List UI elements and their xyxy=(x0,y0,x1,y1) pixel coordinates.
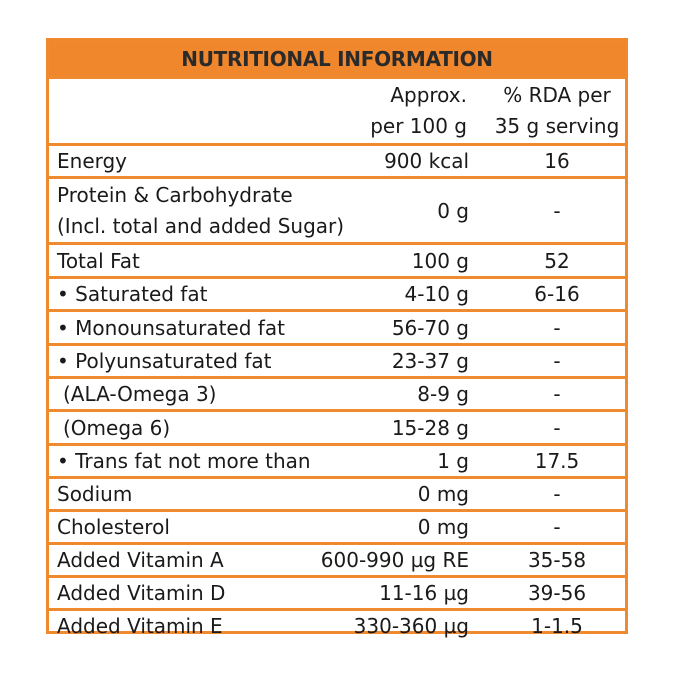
header-per-100g: Approx. per 100 g xyxy=(329,79,477,143)
row-rda: - xyxy=(553,198,561,223)
row-label-line1: Protein & Carbohydrate xyxy=(57,182,293,207)
row-label: • Polyunsaturated fat xyxy=(57,349,272,373)
row-value: 330-360 µg xyxy=(353,614,469,638)
row-value: 1 g xyxy=(437,449,469,473)
row-rda: 52 xyxy=(544,248,570,273)
row-label: Total Fat xyxy=(57,248,140,273)
row-value: 0 mg xyxy=(417,515,469,539)
header-rda: % RDA per 35 g serving xyxy=(477,79,625,143)
row-rda: 35-58 xyxy=(527,548,587,572)
row-rda: 1-1.5 xyxy=(531,614,583,638)
row-label: Sodium xyxy=(57,482,133,506)
row-value: 100 g xyxy=(411,248,469,273)
row-rda: - xyxy=(553,515,561,539)
row-rda: - xyxy=(553,349,561,373)
table-row: • Monounsaturated fat 56-70 g - xyxy=(49,309,625,343)
header-blank-cell xyxy=(49,79,329,143)
table-row: (ALA-Omega 3) 8-9 g - xyxy=(49,376,625,409)
row-value: 4-10 g xyxy=(404,282,469,306)
row-label: • Trans fat not more than xyxy=(57,449,311,473)
row-value: 56-70 g xyxy=(391,315,469,340)
table-row: • Trans fat not more than 1 g 17.5 xyxy=(49,443,625,476)
table-row: • Saturated fat 4-10 g 6-16 xyxy=(49,276,625,309)
table-row: Total Fat 100 g 52 xyxy=(49,242,625,276)
row-rda: 6-16 xyxy=(534,282,580,306)
row-rda: 17.5 xyxy=(534,449,580,473)
row-label: • Monounsaturated fat xyxy=(57,315,285,340)
table-row: Energy 900 kcal 16 xyxy=(49,143,625,176)
table-row: • Polyunsaturated fat 23-37 g - xyxy=(49,343,625,376)
row-label: Added Vitamin E xyxy=(57,614,223,638)
row-label: (ALA-Omega 3) xyxy=(63,382,217,406)
row-value: 8-9 g xyxy=(417,382,469,406)
header-rda-line1: % RDA per xyxy=(503,83,611,107)
row-rda: - xyxy=(553,315,561,340)
nutrition-table: NUTRITIONAL INFORMATION Approx. per 100 … xyxy=(46,38,628,638)
row-rda: 39-56 xyxy=(527,581,587,605)
row-value: 600-990 µg RE xyxy=(320,548,469,572)
table-row: Protein & Carbohydrate (Incl. total and … xyxy=(49,176,625,242)
header-row: Approx. per 100 g % RDA per 35 g serving xyxy=(49,76,625,143)
row-value: 15-28 g xyxy=(391,415,469,440)
row-label: Cholesterol xyxy=(57,515,170,539)
row-value: 900 kcal xyxy=(384,149,469,173)
header-rda-line2: 35 g serving xyxy=(494,114,620,138)
header-per-100g-line2: per 100 g xyxy=(370,114,467,138)
table-title: NUTRITIONAL INFORMATION xyxy=(49,41,625,76)
row-value: 11-16 µg xyxy=(379,581,469,605)
row-label: Added Vitamin D xyxy=(57,581,226,605)
row-rda: - xyxy=(553,382,561,406)
table-row: Cholesterol 0 mg - xyxy=(49,509,625,542)
header-per-100g-line1: Approx. xyxy=(390,83,467,107)
table-row: (Omega 6) 15-28 g - xyxy=(49,409,625,443)
row-label: Added Vitamin A xyxy=(57,548,224,572)
row-rda: - xyxy=(553,482,561,506)
table-row: Added Vitamin D 11-16 µg 39-56 xyxy=(49,575,625,608)
row-value: 0 g xyxy=(437,198,469,223)
row-rda: - xyxy=(553,415,561,440)
table-row: Added Vitamin A 600-990 µg RE 35-58 xyxy=(49,542,625,575)
row-label: • Saturated fat xyxy=(57,282,208,306)
row-rda: 16 xyxy=(544,149,570,173)
table-row: Sodium 0 mg - xyxy=(49,476,625,509)
row-value: 23-37 g xyxy=(391,349,469,373)
table-row: Added Vitamin E 330-360 µg 1-1.5 xyxy=(49,608,625,641)
row-label: Energy xyxy=(57,149,128,173)
row-value: 0 mg xyxy=(417,482,469,506)
row-label: (Omega 6) xyxy=(63,415,171,440)
row-label-line2: (Incl. total and added Sugar) xyxy=(57,213,345,238)
row-label: Protein & Carbohydrate (Incl. total and … xyxy=(49,179,344,242)
